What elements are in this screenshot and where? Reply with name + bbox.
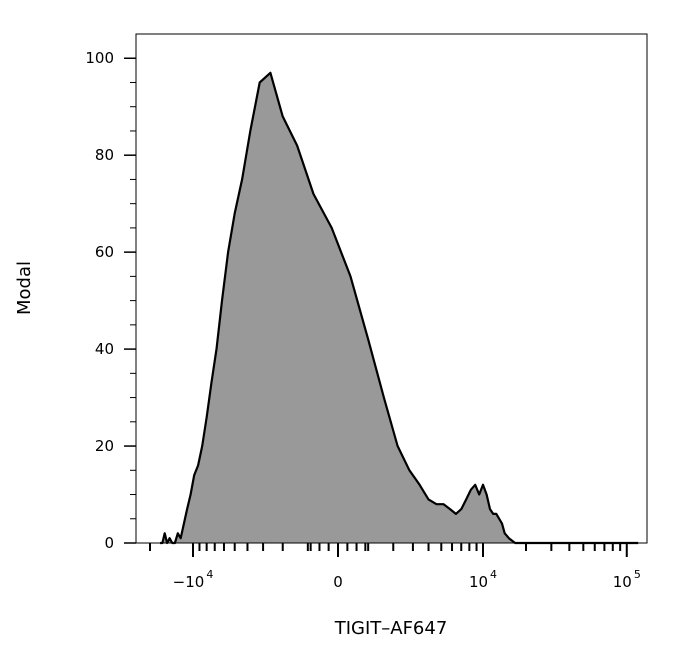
y-tick-label: 0 xyxy=(104,534,114,552)
y-tick-label: 20 xyxy=(95,437,114,455)
y-axis-title: Modal xyxy=(14,261,35,315)
x-tick-label: 10 4 xyxy=(469,568,497,591)
x-axis-title: TIGIT–AF647 xyxy=(334,618,448,639)
x-tick-label: 10 5 xyxy=(613,568,641,591)
y-axis: 0 20 40 60 80 100 xyxy=(85,49,136,552)
histogram-outline xyxy=(160,71,639,545)
x-tick-label: −10 4 xyxy=(173,568,214,591)
x-tick-label: 0 xyxy=(333,573,343,591)
y-tick-label: 80 xyxy=(95,146,114,164)
x-axis: −10 4 0 10 4 10 5 xyxy=(148,543,641,591)
plot-area xyxy=(160,71,639,545)
y-tick-label: 60 xyxy=(95,243,114,261)
y-tick-label: 40 xyxy=(95,340,114,358)
plot-frame xyxy=(135,33,648,544)
histogram-fill xyxy=(160,72,639,544)
y-tick-label: 100 xyxy=(85,49,114,67)
